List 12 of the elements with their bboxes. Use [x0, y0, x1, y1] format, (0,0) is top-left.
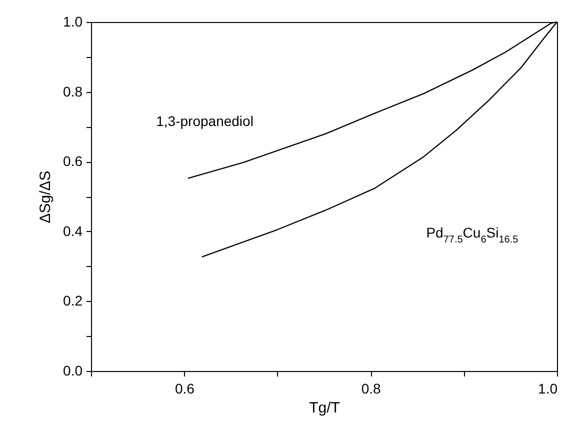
y-tick-label: 0.2	[63, 292, 83, 309]
y-tick-label: 1.0	[63, 14, 83, 30]
annotation: 1,3-propanediol	[156, 112, 254, 129]
x-tick-label: 1.0	[538, 380, 558, 396]
y-tick-label: 0.0	[63, 362, 83, 378]
x-tick-label: 0.8	[361, 380, 382, 396]
y-tick-label: 0.8	[63, 83, 83, 100]
x-tick-label: 0.6	[174, 380, 195, 396]
y-axis-title: ΔSg/ΔS	[37, 170, 54, 224]
y-tick-label: 0.4	[63, 222, 83, 239]
y-tick-label: 0.6	[63, 153, 83, 170]
x-axis-title: Tg/T	[309, 400, 340, 416]
